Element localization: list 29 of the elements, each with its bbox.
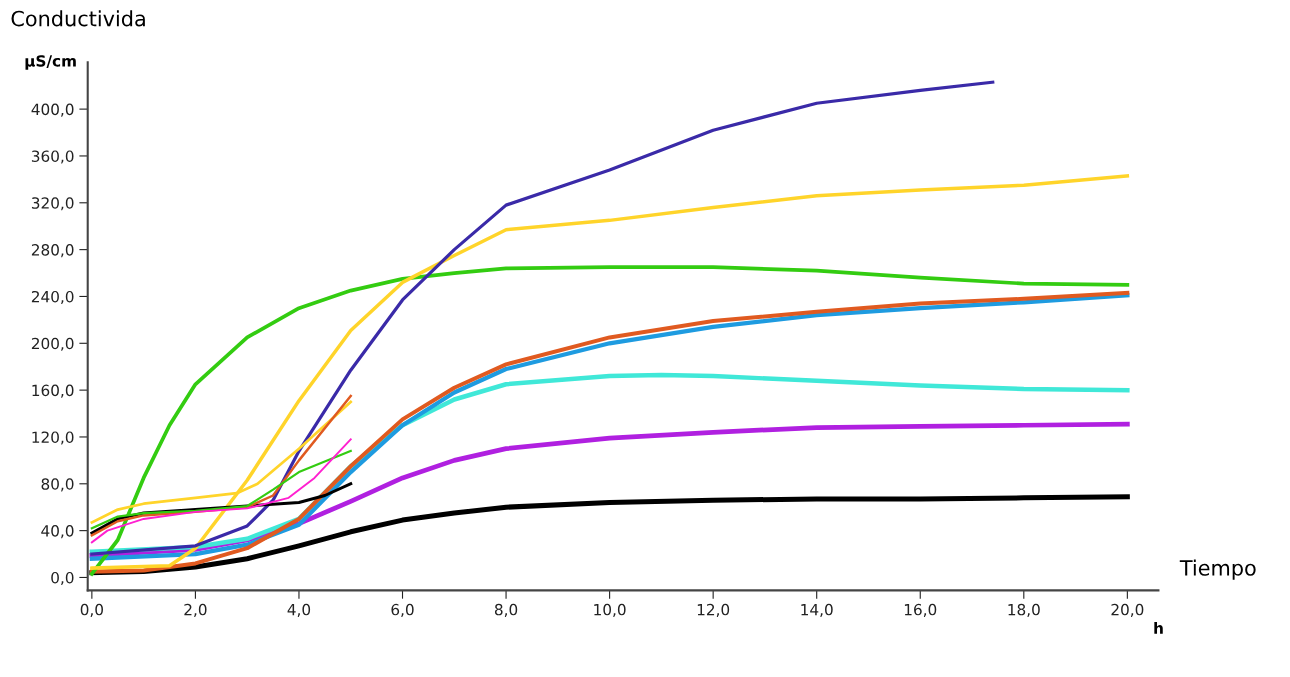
line-series — [90, 80, 995, 556]
x-tick-label: 8,0 — [494, 603, 518, 617]
x-tick-label: 2,0 — [184, 603, 207, 617]
x-tick-label: 14,0 — [801, 603, 833, 617]
y-tick-label: 320,0 — [31, 197, 74, 211]
y-tick-label: 40,0 — [41, 525, 74, 539]
y-tick-label: 120,0 — [32, 431, 74, 445]
x-tick-label: 6,0 — [391, 603, 414, 617]
text: h — [1154, 622, 1163, 634]
x-tick-label: 4,0 — [287, 603, 311, 617]
x-tick-label: 10,0 — [594, 603, 626, 617]
x-tick-label: 12,0 — [697, 603, 730, 617]
x-tick-label: 0,0 — [80, 603, 103, 617]
y-tick-label: 400,0 — [31, 103, 74, 117]
x-tick-label: 18,0 — [1008, 603, 1040, 617]
text: µS/cm — [25, 55, 76, 70]
x-tick-label: 16,0 — [904, 603, 937, 617]
x-tick-label: 20,0 — [1111, 603, 1144, 617]
y-tick-label: 280,0 — [31, 244, 74, 258]
y-tick-label: 0,0 — [51, 571, 74, 586]
y-tick-label: 360,0 — [31, 150, 74, 164]
y-tick-label: 200,0 — [31, 337, 74, 351]
line-series — [90, 438, 352, 544]
y-tick-label: 80,0 — [41, 478, 74, 492]
chart-title: Conductivida — [11, 10, 145, 27]
y-tick-label: 240,0 — [31, 290, 74, 305]
line-series — [90, 174, 1130, 570]
y-tick-label: 160,0 — [32, 384, 74, 398]
x-axis-title: Tiempo — [1179, 559, 1256, 580]
